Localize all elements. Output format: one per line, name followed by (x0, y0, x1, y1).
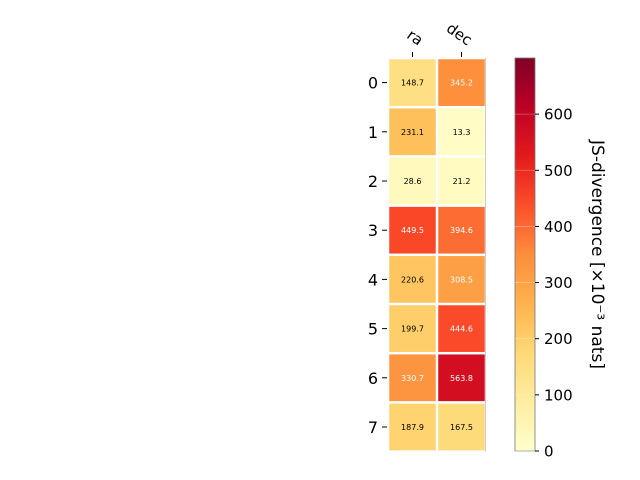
row-labels: 0 1 2 3 4 5 6 7 (368, 74, 387, 437)
column-label: ra (404, 26, 427, 50)
colorbar-gradient (514, 57, 536, 452)
heatmap-cell (389, 305, 436, 352)
heatmap-cell (438, 256, 485, 303)
heatmap-cell (438, 354, 485, 402)
heatmap-cell (389, 354, 436, 402)
row-label: 2 (368, 172, 378, 191)
heatmap-cell (389, 206, 436, 254)
cell-value-label: 28.6 (404, 177, 422, 186)
heatmap-cell (438, 403, 485, 451)
cell-value-label: 394.6 (450, 226, 473, 235)
row-label: 4 (368, 270, 378, 289)
cell-value-label: 167.5 (450, 423, 473, 432)
cell-value-label: 231.1 (401, 128, 424, 137)
colorbar: 0 100 200 300 400 500 600 JS-divergence [×10⁻³ … (514, 57, 607, 461)
heatmap-cell (389, 403, 436, 451)
cell-value-label: 13.3 (453, 128, 471, 137)
row-label: 7 (368, 418, 378, 437)
row-label: 6 (368, 369, 378, 388)
cell-value-label: 187.9 (401, 423, 424, 432)
colorbar-label: JS-divergence [×10⁻³ nats] (587, 139, 607, 369)
row-label: 3 (368, 221, 378, 240)
cell-value-label: 21.2 (453, 177, 471, 186)
heatmap-cell (438, 206, 485, 254)
colorbar-tick-label: 500 (544, 162, 573, 180)
colorbar-tick-label: 600 (544, 106, 573, 124)
heatmap-cell (438, 305, 485, 352)
colorbar-tick-label: 400 (544, 218, 573, 236)
heatmap-cells: 148.7 345.2 231.1 13.3 28.6 21.2 449.5 394.6 220… (389, 58, 486, 452)
column-label: dec (443, 19, 475, 49)
heatmap-cell (438, 108, 485, 156)
colorbar-tick-label: 100 (544, 386, 573, 404)
column-labels: ra dec (404, 19, 476, 57)
row-label: 1 (368, 123, 378, 142)
cell-value-label: 148.7 (401, 79, 424, 88)
heatmap-cell (438, 59, 485, 106)
row-label: 5 (368, 320, 378, 339)
heatmap-cell (389, 108, 436, 156)
colorbar-tick-label: 200 (544, 330, 573, 348)
colorbar-tick-label: 300 (544, 274, 573, 292)
row-label: 0 (368, 74, 378, 93)
cell-value-label: 308.5 (450, 275, 473, 284)
heatmap-cell (389, 59, 436, 106)
cell-value-label: 449.5 (401, 226, 424, 235)
cell-value-label: 330.7 (401, 374, 424, 383)
cell-value-label: 444.6 (450, 325, 473, 334)
heatmap-cell (438, 157, 485, 205)
colorbar-tick-label: 0 (544, 443, 554, 461)
cell-value-label: 220.6 (401, 275, 424, 284)
cell-value-label: 563.8 (450, 374, 473, 383)
heatmap-cell (389, 157, 436, 205)
cell-value-label: 199.7 (401, 325, 424, 334)
heatmap-cell (389, 256, 436, 303)
cell-value-label: 345.2 (450, 79, 473, 88)
